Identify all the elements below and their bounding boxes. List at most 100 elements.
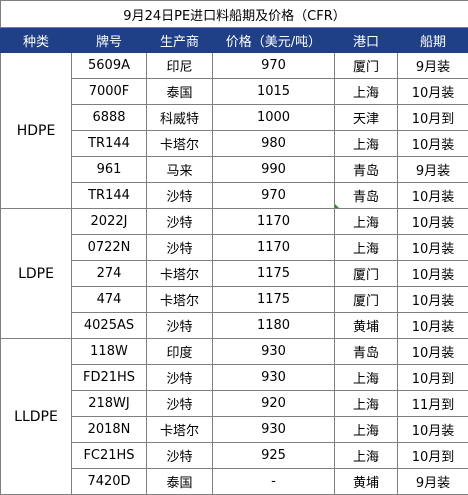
producer-cell: 沙特 <box>146 364 213 391</box>
producer-cell: 沙特 <box>146 208 213 235</box>
producer-cell: 卡塔尔 <box>146 260 213 287</box>
producer-cell: 泰国 <box>146 78 213 105</box>
port-cell: 厦门 <box>334 52 398 79</box>
header-producer: 生产商 <box>146 27 213 53</box>
table-row: 6888 科威特 1000 天津 10月到 <box>1 104 468 131</box>
price-cell: 990 <box>212 156 335 183</box>
table-row: HDPE 5609A 印尼 970 厦门 9月装 <box>0 52 468 209</box>
category-cell: HDPE <box>0 52 72 209</box>
header-grade: 牌号 <box>71 27 147 53</box>
price-cell: 925 <box>212 442 335 469</box>
table-row: TR144 卡塔尔 980 上海 10月装 <box>1 130 468 157</box>
producer-cell: 沙特 <box>146 234 213 261</box>
table-title: 9月24日PE进口料船期及价格（CFR） <box>0 0 468 28</box>
producer-cell: 印尼 <box>146 52 213 79</box>
grade-cell: 274 <box>71 260 147 287</box>
port-cell: 黄埔 <box>334 468 398 495</box>
shipment-cell: 10月到 <box>396 364 468 391</box>
grade-cell: 6888 <box>71 104 147 131</box>
price-cell: 930 <box>212 338 335 365</box>
port-cell: 黄埔 <box>334 312 398 339</box>
table-row: 7420D 泰国 - 黄埔 9月装 <box>1 468 468 495</box>
price-cell: 970 <box>212 182 335 209</box>
shipment-cell: 10月装 <box>396 286 468 313</box>
producer-cell: 泰国 <box>146 468 213 495</box>
port-cell: 青岛 <box>334 338 398 365</box>
table-row: LLDPE 118W 印度 930 青岛 10月装 <box>0 338 468 495</box>
port-cell: 上海 <box>334 130 398 157</box>
header-category: 种类 <box>0 27 72 53</box>
shipment-cell: 10月到 <box>396 104 468 131</box>
price-cell: 920 <box>212 390 335 417</box>
price-cell: 1015 <box>212 78 335 105</box>
table-row: 7000F 泰国 1015 上海 10月装 <box>1 78 468 105</box>
port-cell: 厦门 <box>334 286 398 313</box>
grade-cell: FD21HS <box>71 364 147 391</box>
table-row: TR144 沙特 970 青岛 10月装 <box>1 182 468 209</box>
header-row: 种类 牌号 生产商 价格（美元/吨） 港口 船期 <box>0 27 468 53</box>
producer-cell: 沙特 <box>146 442 213 469</box>
price-cell: 970 <box>212 52 335 79</box>
port-cell: 天津 <box>334 104 398 131</box>
grade-cell: 4025AS <box>71 312 147 339</box>
port-cell: 上海 <box>334 416 398 443</box>
table-row: FD21HS 沙特 930 上海 10月到 <box>1 364 468 391</box>
price-cell: 930 <box>212 364 335 391</box>
header-port: 港口 <box>334 27 398 53</box>
table-row: 0722N 沙特 1170 上海 10月装 <box>1 234 468 261</box>
producer-cell: 马来 <box>146 156 213 183</box>
port-cell: 上海 <box>334 234 398 261</box>
grade-cell: 5609A <box>71 52 147 79</box>
producer-cell: 卡塔尔 <box>146 416 213 443</box>
port-cell: 上海 <box>334 208 398 235</box>
producer-cell: 沙特 <box>146 182 213 209</box>
producer-cell: 卡塔尔 <box>146 286 213 313</box>
shipment-cell: 10月装 <box>396 130 468 157</box>
grade-cell: 218WJ <box>71 390 147 417</box>
shipment-cell: 10月装 <box>396 182 468 209</box>
port-cell: 上海 <box>334 78 398 105</box>
port-cell: 青岛 <box>334 156 398 183</box>
producer-cell: 印度 <box>146 338 213 365</box>
price-cell: 980 <box>212 130 335 157</box>
grade-cell: 7000F <box>71 78 147 105</box>
port-cell: 青岛 <box>334 182 398 209</box>
port-cell: 上海 <box>334 390 398 417</box>
grade-cell: 2018N <box>71 416 147 443</box>
shipment-cell: 10月装 <box>396 312 468 339</box>
grade-cell: 0722N <box>71 234 147 261</box>
port-cell: 上海 <box>334 442 398 469</box>
shipment-cell: 10月到 <box>396 442 468 469</box>
shipment-cell: 10月装 <box>396 260 468 287</box>
producer-cell: 科威特 <box>146 104 213 131</box>
shipment-cell: 10月装 <box>396 416 468 443</box>
header-price: 价格（美元/吨） <box>212 27 335 53</box>
table-row: 961 马来 990 青岛 9月装 <box>1 156 468 183</box>
port-cell: 厦门 <box>334 260 398 287</box>
category-cell: LLDPE <box>0 338 72 495</box>
price-cell: 1170 <box>212 208 335 235</box>
table-row: 474 卡塔尔 1175 厦门 10月装 <box>1 286 468 313</box>
table-row: LDPE 2022J 沙特 1170 上海 10月装 <box>0 208 468 339</box>
shipment-cell: 10月装 <box>396 234 468 261</box>
table-row: 2018N 卡塔尔 930 上海 10月装 <box>1 416 468 443</box>
grade-cell: 2022J <box>71 208 147 235</box>
table-body: HDPE 5609A 印尼 970 厦门 9月装 7000F 泰国 1015 上海 10月装 6888… <box>0 52 468 495</box>
grade-cell: TR144 <box>71 182 147 209</box>
grade-cell: TR144 <box>71 130 147 157</box>
port-cell: 上海 <box>334 364 398 391</box>
grade-cell: 7420D <box>71 468 147 495</box>
price-cell: 1170 <box>212 234 335 261</box>
shipment-cell: 9月装 <box>396 468 468 495</box>
table-row: 274 卡塔尔 1175 厦门 10月装 <box>1 260 468 287</box>
price-cell: 1180 <box>212 312 335 339</box>
grade-cell: 961 <box>71 156 147 183</box>
header-shipment: 船期 <box>396 27 468 53</box>
category-cell: LDPE <box>0 208 72 339</box>
shipment-cell: 10月装 <box>396 208 468 235</box>
producer-cell: 沙特 <box>146 312 213 339</box>
producer-cell: 卡塔尔 <box>146 130 213 157</box>
grade-cell: 474 <box>71 286 147 313</box>
